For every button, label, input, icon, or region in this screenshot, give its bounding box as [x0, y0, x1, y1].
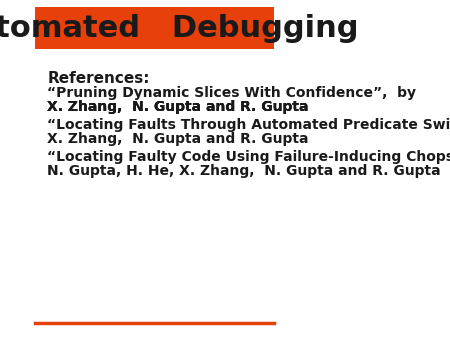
Text: N. Gupta, H. He, X. Zhang,  N. Gupta and R. Gupta: N. Gupta, H. He, X. Zhang, N. Gupta and …: [47, 164, 450, 178]
Text: X. Zhang,  N. Gupta and R. Gupta: X. Zhang, N. Gupta and R. Gupta: [47, 132, 319, 146]
Text: References:: References:: [47, 71, 150, 86]
Text: X. Zhang,  N. Gupta and R. Gupta: X. Zhang, N. Gupta and R. Gupta: [47, 100, 319, 114]
Text: “Pruning Dynamic Slices With Confidence”,  by: “Pruning Dynamic Slices With Confidence”…: [47, 86, 416, 100]
Text: Automated   Debugging: Automated Debugging: [0, 14, 359, 43]
FancyBboxPatch shape: [35, 7, 274, 49]
Text: “Locating Faults Through Automated Predicate Switching”,  by: “Locating Faults Through Automated Predi…: [47, 118, 450, 132]
Text: X. Zhang,  N. Gupta and R. Gupta: X. Zhang, N. Gupta and R. Gupta: [47, 100, 319, 114]
Text: “Locating Faulty Code Using Failure-Inducing Chops”,  by: “Locating Faulty Code Using Failure-Indu…: [47, 150, 450, 164]
Text: X. Zhang,  N. Gupta and R. Gupta: X. Zhang, N. Gupta and R. Gupta: [47, 100, 319, 114]
